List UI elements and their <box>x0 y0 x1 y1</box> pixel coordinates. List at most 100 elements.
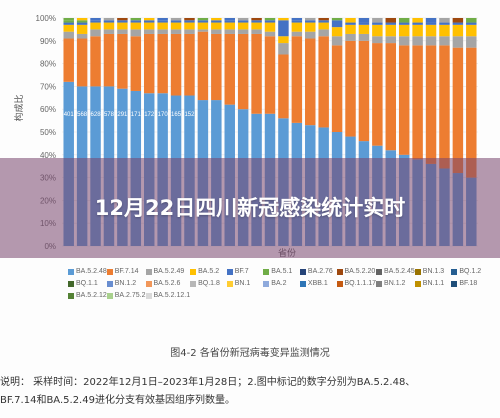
bar-segment <box>103 33 115 87</box>
legend-item: BA.5.2.12.1 <box>145 292 190 299</box>
bar-segment <box>264 22 276 32</box>
bar-segment <box>318 29 329 37</box>
bar-segment <box>358 18 370 23</box>
bar-segment <box>439 22 450 25</box>
chart-legend: BA.5.2.48 BF.7.14 BA.5.2.49 BA.5.2 BF.7 BA.5.… <box>68 268 488 299</box>
bar-segment <box>76 38 88 87</box>
legend-swatch <box>190 280 197 287</box>
bar-segment <box>452 22 464 25</box>
y-tick-label: 60% <box>40 105 56 114</box>
bar-segment <box>117 33 128 89</box>
title-banner: 12月22日四川新冠感染统计实时 <box>0 158 500 258</box>
bar-segment <box>251 22 262 30</box>
bar-segment <box>412 22 423 25</box>
bar-segment <box>466 18 477 23</box>
bar-segment <box>425 24 437 37</box>
bar-segment <box>76 18 88 21</box>
bar-segment <box>117 18 128 21</box>
bar-segment <box>76 22 88 25</box>
bar-segment <box>184 22 195 30</box>
legend-swatch <box>68 268 74 275</box>
bar-segment <box>466 24 477 37</box>
bar-segment <box>345 22 356 25</box>
bar-segment <box>264 31 276 37</box>
legend-label: BN.1.1 <box>422 280 445 287</box>
bar-segment <box>412 18 423 23</box>
bar-segment <box>278 54 289 119</box>
bar-segment <box>345 40 356 137</box>
bar-segment <box>197 22 209 30</box>
bar-segment <box>184 29 195 34</box>
bar-segment <box>398 18 410 23</box>
bar-segment <box>372 18 383 23</box>
legend-swatch <box>68 292 74 299</box>
bar-segment <box>398 24 410 37</box>
bar-segment <box>318 22 329 30</box>
bar-segment <box>130 22 142 30</box>
bar-segment <box>278 20 289 37</box>
bar-segment <box>143 33 155 94</box>
legend-label: BN.1.3 <box>422 268 445 275</box>
bar-segment <box>143 22 155 30</box>
bar-segment <box>264 36 276 114</box>
bar-segment <box>90 22 101 30</box>
y-tick-label: 50% <box>40 128 56 137</box>
legend-swatch <box>263 280 270 287</box>
legend-swatch <box>299 268 306 275</box>
bar-segment <box>385 43 397 151</box>
legend-label: BA.2.76 <box>307 268 333 275</box>
figure-caption: 图4-2 各省份新冠病毒变异监测情况 <box>170 348 330 359</box>
bar-segment <box>372 24 383 37</box>
legend-swatch <box>263 268 270 275</box>
bar-segment <box>251 29 262 34</box>
bar-segment <box>90 36 101 87</box>
bar-segment <box>398 22 410 25</box>
bar-segment <box>130 36 142 91</box>
bar-segment <box>345 24 356 34</box>
bar-segment <box>305 22 316 32</box>
bar-segment <box>117 29 128 34</box>
legend-swatch <box>336 268 343 275</box>
bar-data-label: 152 <box>184 112 195 118</box>
legend-label: BF.7 <box>234 268 249 275</box>
bar-segment <box>130 20 142 23</box>
bar-segment <box>385 24 397 37</box>
bar-data-label: 171 <box>131 112 142 118</box>
bar-segment <box>143 18 155 21</box>
legend-label: BA.5.2.20 <box>344 268 376 275</box>
page-title: 12月22日四川新冠感染统计实时 <box>94 196 406 220</box>
bar-segment <box>385 18 397 23</box>
bar-segment <box>331 27 343 37</box>
bar-segment <box>211 29 222 34</box>
legend-label: BA.5.2.12 <box>76 292 107 299</box>
legend-swatch <box>106 292 113 299</box>
bar-segment <box>237 20 249 23</box>
note-line-1: 说明： 采样时间：2022年12月1日–2023年1月28日；2.图中标记的数字… <box>0 377 416 388</box>
legend-label: BA.5.1 <box>271 268 293 275</box>
bar-segment <box>117 20 128 23</box>
bar-segment <box>103 20 115 23</box>
bar-data-label: 170 <box>158 112 169 118</box>
bar-segment <box>439 45 450 169</box>
figure-note: 说明： 采样时间：2022年12月1日–2023年1月28日；2.图中标记的数字… <box>0 374 500 410</box>
legend-swatch <box>106 280 113 287</box>
legend-swatch <box>414 280 421 287</box>
legend-label: BA.2.75.2 <box>114 292 146 299</box>
bar-value-labels: 401 568 628 578 291 171 172 170 165 152 <box>64 112 195 118</box>
y-tick-label: 100% <box>36 14 56 23</box>
bar-segment <box>63 24 74 32</box>
bar-segment <box>224 29 235 34</box>
bar-segment <box>157 33 168 94</box>
legend-item: BN.1 <box>226 280 264 287</box>
bar-segment <box>170 20 182 23</box>
bar-segment <box>63 18 74 21</box>
bar-segment <box>251 33 262 114</box>
bar-segment <box>184 18 195 21</box>
legend-swatch <box>106 268 113 275</box>
legend-swatch <box>299 280 306 287</box>
legend-item: BN.1.3 <box>414 268 452 275</box>
bar-segment <box>157 18 168 21</box>
bar-segment <box>291 20 303 23</box>
legend-label: XBB.1 <box>307 280 328 287</box>
bar-segment <box>211 20 222 23</box>
